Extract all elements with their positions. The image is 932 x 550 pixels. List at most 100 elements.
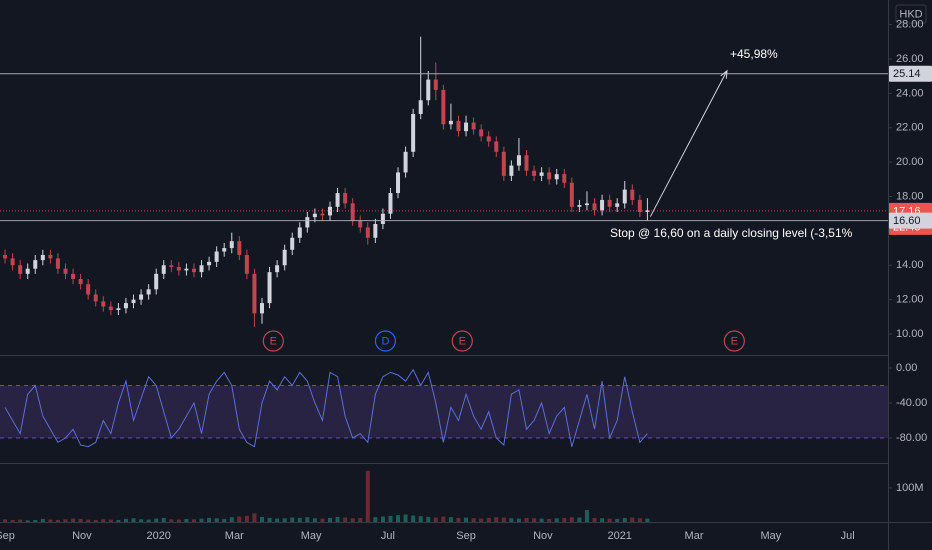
volume-bar [222,518,227,522]
arrow-head [720,69,728,79]
volume-bar [441,516,446,522]
candle-body [275,265,280,273]
candle-body [108,306,113,310]
candle-body [290,237,295,250]
y-tick-label: 0.00 [896,362,917,374]
candle-body [101,301,106,307]
candle-body [539,172,544,176]
candle-body [373,224,378,238]
volume-bar [161,517,166,522]
volume-bar [63,519,68,522]
candle-body [630,189,635,200]
volume-bar [154,518,159,522]
volume-bar [25,520,30,522]
candle-body [532,170,537,176]
candle-body [25,268,30,274]
event-marker [723,330,745,352]
event-marker [374,330,397,352]
candle-body [577,205,582,207]
candle-body [214,251,219,262]
candle-body [501,151,506,176]
volume-bar [207,517,212,522]
volume-bar [229,517,234,522]
volume-bar [388,515,393,522]
volume-bar [615,518,620,522]
event-label: E [270,335,277,347]
x-tick-label: Sep [456,530,476,542]
event-label: E [459,335,466,347]
y-tick-label: -40.00 [896,397,927,409]
volume-bar [305,517,310,522]
candle-body [18,265,23,274]
volume-bar [237,516,242,522]
candle-body [509,165,514,176]
volume-bar [380,516,385,522]
candle-body [93,294,98,302]
candle-body [622,189,627,204]
volume-bar [275,518,280,522]
candle-body [237,241,242,255]
x-tick-label: May [301,530,322,542]
candle-body [365,227,370,238]
volume-bar [448,517,453,522]
volume-bar [214,518,219,522]
y-tick-label: -80.00 [896,432,927,444]
candle-body [486,136,491,142]
volume-bar [312,518,317,522]
volume-bar [244,515,249,522]
price-label: 25.14 [893,68,921,80]
candle-body [471,122,476,130]
candle-body [297,227,302,238]
candle-body [433,79,438,90]
volume-bar [116,519,121,522]
candle-body [229,241,234,249]
y-tick-label: 100M [896,482,924,494]
candle-body [524,155,529,171]
volume-bar [524,517,529,522]
volume-bar [55,519,60,522]
volume-bar [532,518,537,522]
volume-bar [350,518,355,522]
volume-bar [176,519,181,522]
volume-bar [335,516,340,522]
candle-body [282,249,287,266]
volume-bar [486,517,491,522]
y-tick-label: 28.00 [896,18,924,30]
y-tick-label: 12.00 [896,294,924,306]
candle-body [516,155,521,166]
candle-body [161,265,166,274]
currency-box[interactable] [895,4,927,24]
volume-bar [396,515,401,522]
volume-bar [562,517,567,522]
volume-bar [592,517,597,522]
candle-body [154,273,159,290]
candle-body [380,213,385,225]
candle-body [123,303,128,309]
candle-body [456,120,461,132]
volume-bar [252,513,257,522]
volume-bar [554,518,559,522]
volume-bar [267,517,272,522]
volume-bar [600,518,605,522]
candle-body [388,193,393,214]
volume-bar [3,519,8,522]
volume-bar [146,519,151,522]
candle-body [259,303,264,314]
candle-body [464,122,469,132]
volume-bar [607,518,612,522]
annotation: Stop @ 16,60 on a daily closing level (-… [610,226,853,240]
candle-body [494,141,499,152]
candle-body [139,294,144,300]
y-tick-label: 10.00 [896,328,924,340]
candle-body [184,268,189,271]
volume-bar [464,517,469,522]
y-tick-label: 22.00 [896,122,924,134]
volume-bar [328,517,333,522]
volume-bar [290,517,295,522]
candle-body [426,79,431,101]
candle-body [55,258,60,269]
oscillator-band [0,385,888,438]
volume-bar [108,519,113,522]
candle-body [592,203,597,211]
